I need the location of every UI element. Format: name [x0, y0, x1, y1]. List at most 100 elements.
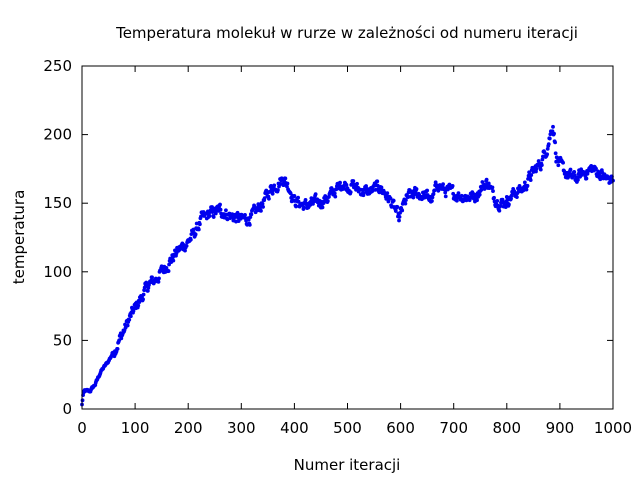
data-point [436, 188, 441, 193]
data-point [355, 181, 359, 186]
data-point [524, 187, 529, 192]
x-tick-label: 300 [227, 419, 256, 437]
data-point [270, 191, 275, 196]
data-point [145, 288, 150, 293]
data-point [430, 199, 434, 203]
data-point [397, 218, 401, 223]
data-point [584, 176, 589, 181]
data-points [80, 124, 615, 407]
data-point [546, 142, 551, 147]
data-point [285, 181, 290, 186]
data-point [146, 286, 151, 290]
data-point [364, 184, 368, 188]
data-point [136, 303, 141, 308]
data-point [261, 205, 265, 209]
chart-title: Temperatura molekuł w rurze w zależności… [115, 24, 578, 42]
data-point [327, 194, 331, 199]
data-point [443, 194, 448, 199]
data-point [294, 204, 298, 209]
data-point [141, 292, 146, 297]
data-point [403, 201, 408, 206]
data-point [490, 185, 495, 190]
data-point [385, 191, 390, 196]
data-point [166, 269, 171, 273]
data-point [125, 323, 130, 328]
data-point [115, 346, 120, 351]
data-point [456, 191, 461, 196]
x-tick-label: 600 [386, 419, 415, 437]
data-point [514, 195, 519, 200]
data-point [553, 140, 558, 145]
data-point [260, 201, 265, 206]
data-point [579, 167, 584, 172]
data-point [430, 195, 435, 200]
x-tick-label: 100 [121, 419, 150, 437]
y-axis-ticks: 0 50 100 150 200 250 [43, 57, 613, 418]
data-point [283, 176, 288, 181]
data-point [338, 180, 342, 185]
data-point [547, 136, 552, 141]
data-point [534, 166, 539, 171]
data-point [542, 150, 547, 155]
data-point [528, 178, 533, 183]
y-tick-label: 100 [43, 263, 72, 281]
data-point [454, 198, 459, 203]
data-point [259, 208, 263, 213]
data-point [375, 179, 380, 184]
data-point [431, 192, 436, 196]
data-point [486, 181, 491, 186]
data-point [276, 188, 280, 192]
data-point [536, 159, 541, 163]
data-point [379, 185, 384, 190]
data-point [411, 195, 416, 200]
data-point [414, 187, 419, 191]
data-point [522, 180, 527, 185]
data-point [459, 193, 464, 198]
data-point [296, 195, 301, 200]
data-point [539, 163, 544, 168]
data-point [553, 151, 558, 156]
data-point [545, 146, 550, 151]
x-tick-label: 1000 [594, 419, 632, 437]
data-point [576, 177, 580, 182]
data-point [538, 167, 543, 172]
y-tick-label: 50 [53, 331, 72, 349]
data-point [302, 205, 306, 210]
data-point [156, 279, 161, 284]
data-point [495, 198, 500, 203]
data-point [556, 163, 561, 168]
data-point [425, 188, 430, 193]
data-point [247, 222, 252, 227]
x-tick-label: 200 [174, 419, 203, 437]
data-point [303, 197, 308, 202]
x-tick-label: 400 [280, 419, 309, 437]
data-point [348, 190, 353, 194]
y-tick-label: 250 [43, 57, 72, 75]
data-point [213, 211, 218, 216]
data-point [224, 208, 228, 213]
data-point [267, 196, 271, 201]
data-point [171, 258, 176, 263]
data-point [450, 184, 455, 188]
data-point [441, 182, 445, 187]
data-point [344, 183, 349, 187]
data-point [211, 215, 216, 219]
data-point [594, 166, 598, 171]
data-point [193, 232, 198, 237]
data-point [292, 194, 297, 198]
data-point [545, 152, 550, 157]
data-point [397, 215, 402, 219]
data-point [388, 196, 393, 201]
data-point [400, 208, 405, 213]
data-point [497, 208, 502, 213]
data-point [243, 213, 247, 217]
data-point [334, 187, 339, 192]
data-point [529, 173, 534, 177]
data-point [498, 204, 503, 208]
data-point [128, 314, 133, 319]
data-point [551, 124, 555, 129]
data-point [393, 209, 398, 213]
data-point [572, 169, 577, 174]
x-tick-label: 0 [77, 419, 87, 437]
